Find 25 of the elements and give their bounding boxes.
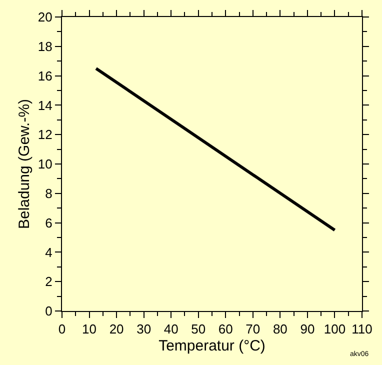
y-tick-label: 20 [38,10,52,25]
x-tick-label: 70 [246,322,260,337]
x-tick-label: 90 [300,322,315,337]
y-tick-label: 14 [38,98,52,113]
x-tick-label: 100 [324,322,346,337]
y-tick-label: 8 [45,186,52,201]
x-tick-label: 60 [218,322,233,337]
x-tick-label: 30 [136,322,152,337]
x-tick-label: 80 [272,322,288,337]
y-tick-label: 6 [45,215,52,230]
x-tick-label: 10 [82,322,97,337]
x-tick-label: 20 [109,322,124,337]
y-tick-label: 12 [38,127,52,142]
y-tick-label: 10 [38,156,52,172]
y-axis-title: Beladung (Gew.-%) [16,98,34,230]
y-tick-label: 0 [45,304,52,319]
y-tick-label: 2 [45,274,52,290]
x-tick-label: 50 [191,322,206,337]
x-tick-label: 110 [352,322,372,337]
x-axis-title: Temperatur (°C) [158,338,266,355]
y-tick-label: 16 [38,68,52,84]
y-tick-label: 4 [45,244,52,260]
y-tick-label: 18 [38,38,52,54]
x-tick-label: 0 [58,322,66,337]
x-tick-label: 40 [164,322,178,337]
